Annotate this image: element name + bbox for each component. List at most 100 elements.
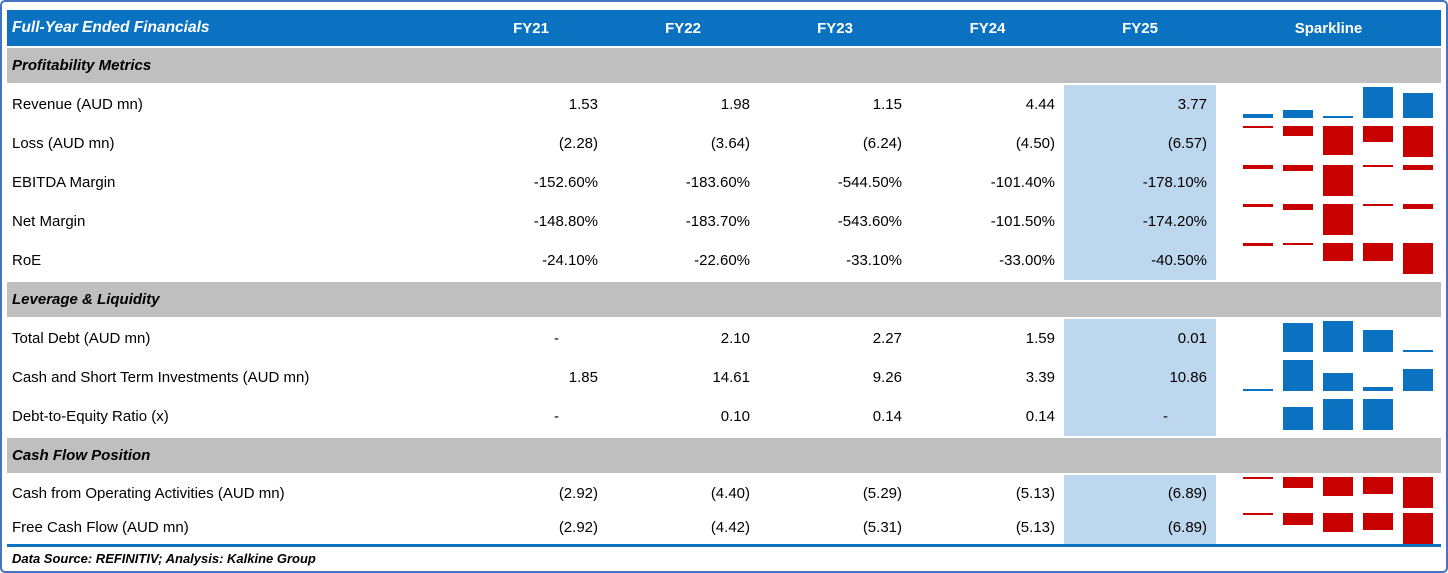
cell-fy25: 0.01 [1064,319,1216,358]
cell-fy22: 1.98 [720,96,750,113]
spark-bar [1323,126,1353,155]
spark-bar [1283,477,1313,488]
cell-fy23: (6.24) [862,135,902,152]
cell-fy22: 2.10 [720,330,750,347]
cell-fy25: (6.89) [1064,475,1216,511]
cell-fy23: 1.15 [872,96,902,113]
cell-fy23: -543.60% [837,213,902,230]
spark-bar [1283,360,1313,391]
sparkline [1216,163,1441,202]
cell-fy25: -178.10% [1064,163,1216,202]
cell-fy21: (2.92) [558,519,598,536]
cell-fy25: 3.77 [1064,85,1216,124]
spark-bar [1363,204,1393,206]
data-source-note: Data Source: REFINITIV; Analysis: Kalkin… [12,551,316,566]
cell-fy25: -40.50% [1064,241,1216,280]
row-label: Loss (AUD mn) [12,135,115,152]
table-row: Net Margin -148.80% -183.70% -543.60% -1… [7,202,1441,241]
cell-fy25: (6.57) [1064,124,1216,163]
spark-bar [1363,165,1393,167]
sparkline [1216,397,1441,436]
spark-bar [1243,389,1273,391]
section-header: Profitability Metrics [7,46,1441,85]
spark-bar [1323,399,1353,430]
spark-bar [1363,330,1393,352]
table-row: Cash and Short Term Investments (AUD mn)… [7,358,1441,397]
spark-bar [1283,243,1313,245]
row-label: EBITDA Margin [12,174,116,191]
sparkline [1216,319,1441,358]
sparkline [1216,241,1441,280]
spark-bar [1283,126,1313,136]
cell-fy21: -148.80% [533,213,598,230]
spark-bar [1283,165,1313,171]
cell-fy23: -544.50% [837,174,902,191]
section-header: Cash Flow Position [7,436,1441,475]
spark-bar [1363,387,1393,391]
sparkline [1216,358,1441,397]
cell-fy23: (5.31) [862,519,902,536]
spark-bar [1323,513,1353,532]
table-row: Revenue (AUD mn) 1.53 1.98 1.15 4.44 3.7… [7,85,1441,124]
spark-bar [1243,126,1273,128]
spark-bar [1243,243,1273,246]
spark-bar [1243,477,1273,479]
cell-fy23: -33.10% [846,252,902,269]
spark-bar [1403,165,1433,170]
cell-fy24: (5.13) [1015,484,1055,502]
row-label: Free Cash Flow (AUD mn) [12,519,189,536]
cell-fy21: - [554,330,559,347]
row-label: Cash and Short Term Investments (AUD mn) [12,369,310,386]
cell-fy24: (5.13) [1015,519,1055,536]
sparkline [1216,202,1441,241]
col-header-fy23: FY23 [817,19,853,37]
cell-fy21: -152.60% [533,174,598,191]
spark-bar [1283,513,1313,525]
cell-fy24: -33.00% [999,252,1055,269]
spark-bar [1323,165,1353,196]
cell-fy21: 1.85 [568,369,598,386]
spark-bar [1283,110,1313,118]
sparkline [1216,511,1441,544]
spark-bar [1403,350,1433,352]
cell-fy25: 10.86 [1064,358,1216,397]
cell-fy22: -22.60% [694,252,750,269]
spark-bar [1323,477,1353,496]
table-body: Profitability Metrics Revenue (AUD mn) 1… [7,46,1441,544]
row-label: Total Debt (AUD mn) [12,330,151,347]
section-header: Leverage & Liquidity [7,280,1441,319]
spark-bar [1403,243,1433,274]
cell-fy25: -174.20% [1064,202,1216,241]
footer-divider-line [7,544,1441,547]
table-header-row: Full-Year Ended Financials FY21 FY22 FY2… [7,10,1441,46]
spark-bar [1403,126,1433,157]
spark-bar [1363,243,1393,261]
cell-fy22: -183.60% [685,174,750,191]
row-label: RoE [12,252,42,269]
spark-bar [1363,87,1393,118]
cell-fy24: 0.14 [1025,408,1055,425]
cell-fy23: 9.26 [872,369,902,386]
cell-fy21: (2.28) [558,135,598,152]
cell-fy22: (4.40) [710,484,750,502]
row-label: Net Margin [12,213,86,230]
cell-fy24: 4.44 [1025,96,1055,113]
spark-bar [1243,114,1273,118]
cell-fy24: 3.39 [1025,369,1055,386]
spark-bar [1363,399,1393,430]
sparkline [1216,475,1441,511]
cell-fy23: (5.29) [862,484,902,502]
cell-fy25: (6.89) [1064,511,1216,544]
table-row: Cash from Operating Activities (AUD mn) … [7,475,1441,511]
spark-bar [1243,165,1273,169]
spark-bar [1403,513,1433,544]
col-header-fy24: FY24 [969,19,1006,37]
row-label: Cash from Operating Activities (AUD mn) [12,484,285,502]
col-header-fy21: FY21 [513,19,549,37]
row-label: Debt-to-Equity Ratio (x) [12,408,169,425]
spark-bar [1283,323,1313,352]
cell-fy22: 0.10 [720,408,750,425]
cell-fy22: -183.70% [685,213,750,230]
cell-fy25: - [1064,397,1216,436]
